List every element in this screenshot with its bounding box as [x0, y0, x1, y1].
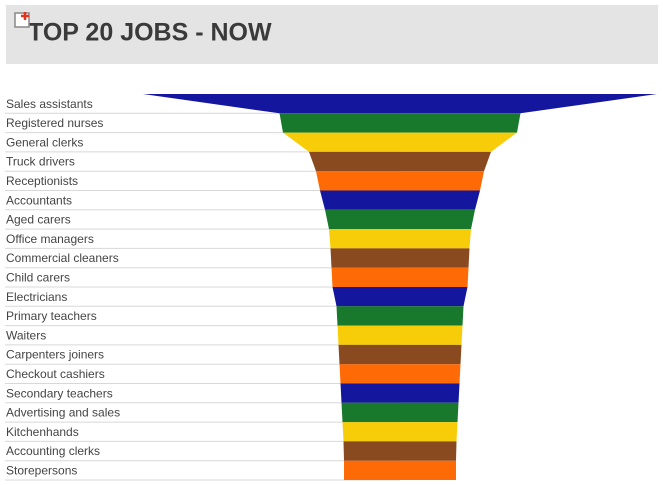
funnel-segment — [143, 94, 657, 114]
funnel-segment — [320, 190, 480, 210]
funnel-segment — [339, 364, 461, 384]
funnel-segment — [329, 229, 471, 249]
category-label: Accountants — [6, 193, 72, 207]
category-label: Registered nurses — [6, 116, 103, 130]
funnel-segment — [341, 402, 459, 423]
funnel-segment — [283, 132, 517, 152]
category-label: Truck drivers — [6, 155, 75, 169]
funnel-segment — [279, 113, 521, 133]
chart-title: TOP 20 JOBS - NOW — [28, 19, 272, 47]
category-label: Storepersons — [6, 464, 77, 478]
category-label: General clerks — [6, 135, 83, 149]
icon — [14, 12, 30, 28]
category-label: Advertising and sales — [6, 406, 120, 420]
funnel-segment — [342, 422, 458, 442]
funnel-segment — [337, 325, 463, 345]
funnel-segment — [316, 171, 484, 191]
funnel-segment — [344, 460, 456, 480]
category-label: Child carers — [6, 271, 70, 285]
funnel-segment — [343, 441, 457, 461]
funnel-segment — [309, 151, 491, 172]
category-label: Electricians — [6, 290, 67, 304]
category-label: Office managers — [6, 232, 94, 246]
category-label: Waiters — [6, 328, 46, 342]
category-label: Receptionists — [6, 174, 78, 188]
category-label: Kitchenhands — [6, 425, 79, 439]
category-label: Commercial cleaners — [6, 251, 119, 265]
funnel-segment — [336, 306, 464, 326]
category-label: Secondary teachers — [6, 386, 113, 400]
funnel-segment — [330, 248, 470, 268]
funnel-segment — [332, 287, 468, 307]
category-label: Accounting clerks — [6, 444, 100, 458]
funnel-segment — [338, 344, 462, 365]
category-label: Carpenters joiners — [6, 348, 104, 362]
category-label: Checkout cashiers — [6, 367, 105, 381]
funnel-segment — [331, 267, 469, 287]
funnel-segment — [325, 209, 475, 230]
title-bar — [6, 5, 658, 64]
category-label: Aged carers — [6, 213, 71, 227]
category-label: Sales assistants — [6, 97, 93, 111]
funnel-segment — [340, 383, 460, 403]
category-label: Primary teachers — [6, 309, 97, 323]
